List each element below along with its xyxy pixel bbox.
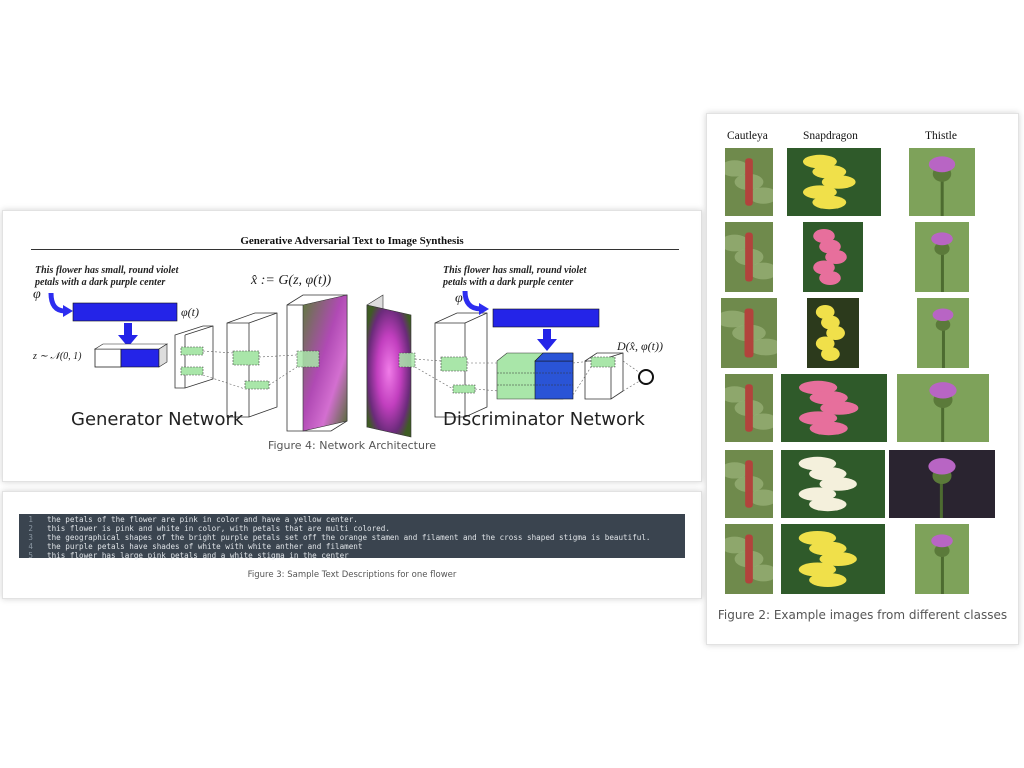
noise-label: z ∼ 𝒩(0, 1) [33,351,82,362]
generated-image [286,294,348,432]
code-line: 5 this flower has large pink petals and a… [28,551,349,560]
thistle-image [909,148,975,216]
snapdragon-image [781,524,885,594]
generator-block-2 [226,312,278,418]
cautleya-image [725,450,773,518]
column-header-snapdragon: Snapdragon [803,130,858,142]
generator-network-label: Generator Network [71,409,244,430]
discriminator-embedding-bar [492,308,600,328]
generator-embedding-bar [72,302,178,322]
discriminator-concat-block [496,352,574,400]
code-line: 4 the purple petals have shades of white … [28,542,363,551]
snapdragon-image [781,374,887,442]
code-block: 1 the petals of the flower are pink in co… [19,514,685,560]
code-line: 2 this flower is pink and white in color,… [28,524,390,533]
code-line: 1 the petals of the flower are pink in co… [28,515,358,524]
generator-block-1 [174,325,214,389]
thistle-image [889,450,995,518]
code-line: 3 the geographical shapes of the bright p… [28,533,651,542]
phi-arrow [48,292,66,314]
generator-phi-t-label: φ(t) [181,305,199,319]
thistle-image [915,524,969,594]
discriminator-text-description: This flower has small, round violet peta… [443,265,587,288]
generated-image-equation: x̂ := G(z, φ(t)) [251,273,332,288]
snapdragon-image [807,298,859,368]
cautleya-image [725,524,773,594]
figure-4-network-architecture: Generative Adversarial Text to Image Syn… [2,210,702,482]
figure-3-caption: Figure 3: Sample Text Descriptions for o… [247,570,457,580]
discriminator-network-label: Discriminator Network [443,409,645,430]
figure-2-caption: Figure 2: Example images from different … [717,608,1008,622]
generator-phi-symbol: φ [33,287,41,302]
thistle-image [917,298,969,368]
discriminator-block-final [584,352,624,400]
cautleya-image [721,298,777,368]
discriminator-output-label: D(x̂, φ(t)) [617,339,663,353]
discriminator-input-image [366,294,416,438]
discriminator-phi-symbol: φ [455,291,463,306]
column-header-cautleya: Cautleya [727,130,768,142]
thistle-image [897,374,989,442]
architecture-diagram [48,290,654,438]
paper-title: Generative Adversarial Text to Image Syn… [240,235,464,247]
discriminator-block-1 [434,312,488,418]
figure-3-text-descriptions: 1 the petals of the flower are pink in co… [2,491,702,599]
figure-4-caption: Figure 4: Network Architecture [267,439,437,452]
disc-phi-arrow [462,290,482,312]
title-rule [31,249,679,250]
column-header-thistle: Thistle [925,130,957,142]
snapdragon-image [781,450,885,518]
noise-vector [94,348,122,368]
thistle-image [915,222,969,292]
cautleya-image [725,148,773,216]
cautleya-image [725,374,773,442]
generator-text-description: This flower has small, round violet peta… [35,265,179,288]
compressed-embedding [120,348,160,368]
snapdragon-image [787,148,881,216]
snapdragon-image [803,222,863,292]
cautleya-image [725,222,773,292]
discriminator-output-node [638,369,654,385]
figure-2-example-images: Cautleya Snapdragon Thistle Figure 2: Ex… [706,113,1019,645]
